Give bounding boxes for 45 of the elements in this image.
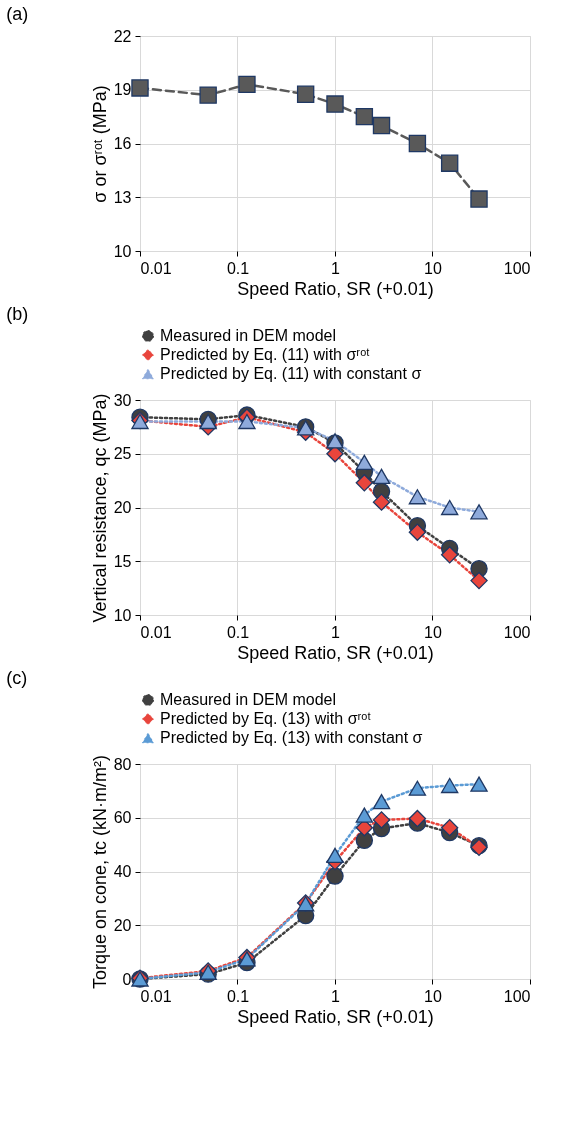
chart-title: (a)	[6, 4, 29, 24]
chart-title: (c)	[6, 668, 28, 688]
y-tick-label: 80	[113, 755, 132, 773]
x-tick-label: 1	[331, 623, 341, 641]
chart-title: (b)	[6, 304, 29, 324]
y-tick-label: 10	[113, 606, 132, 624]
y-tick-label: 60	[113, 809, 132, 827]
y-tick-label: 10	[113, 242, 132, 260]
x-tick-label: 0.01	[140, 987, 172, 1005]
y-tick-label: 25	[113, 445, 132, 463]
legend-label: Predicted by Eq. (13) with σʳᵒᵗ	[160, 710, 372, 727]
x-tick-label: 10	[424, 987, 442, 1005]
x-tick-label: 1	[331, 987, 341, 1005]
x-tick-label: 0.1	[226, 987, 250, 1005]
y-axis-title: σ or σʳᵒᵗ (MPa)	[89, 85, 110, 203]
legend-label: Predicted by Eq. (11) with σʳᵒᵗ	[160, 346, 371, 363]
x-tick-label: 10	[424, 623, 442, 641]
y-tick-label: 20	[113, 499, 132, 516]
y-tick-label: 16	[113, 135, 132, 152]
y-axis-title: Torque on cone, tc (kN·m/m²)	[89, 754, 110, 990]
y-tick-label: 20	[113, 916, 132, 934]
x-axis-title: Speed Ratio, SR (+0.01)	[237, 642, 434, 663]
y-tick-label: 0	[122, 970, 132, 988]
y-tick-label: 15	[113, 552, 132, 570]
legend-label: Measured in DEM model	[160, 691, 337, 708]
legend-label: Predicted by Eq. (13) with constant σ	[160, 729, 423, 746]
legend-label: Measured in DEM model	[160, 327, 337, 344]
x-tick-label: 1	[331, 259, 341, 277]
y-tick-label: 40	[113, 863, 132, 880]
y-tick-label: 30	[113, 391, 132, 409]
y-tick-label: 13	[113, 188, 132, 206]
x-tick-label: 0.1	[226, 623, 250, 641]
x-axis-title: Speed Ratio, SR (+0.01)	[237, 1006, 434, 1027]
x-tick-label: 100	[503, 987, 531, 1005]
x-tick-label: 100	[503, 259, 531, 277]
x-tick-label: 0.1	[226, 259, 250, 277]
x-tick-label: 100	[503, 623, 531, 641]
x-tick-label: 0.01	[140, 259, 172, 277]
x-tick-label: 10	[424, 259, 442, 277]
x-tick-label: 0.01	[140, 623, 172, 641]
legend-label: Predicted by Eq. (11) with constant σ	[160, 365, 422, 382]
x-axis-title: Speed Ratio, SR (+0.01)	[237, 278, 434, 299]
y-axis-title: Vertical resistance, qc (MPa)	[89, 393, 110, 623]
y-tick-label: 19	[113, 81, 132, 99]
y-tick-label: 22	[113, 27, 132, 45]
